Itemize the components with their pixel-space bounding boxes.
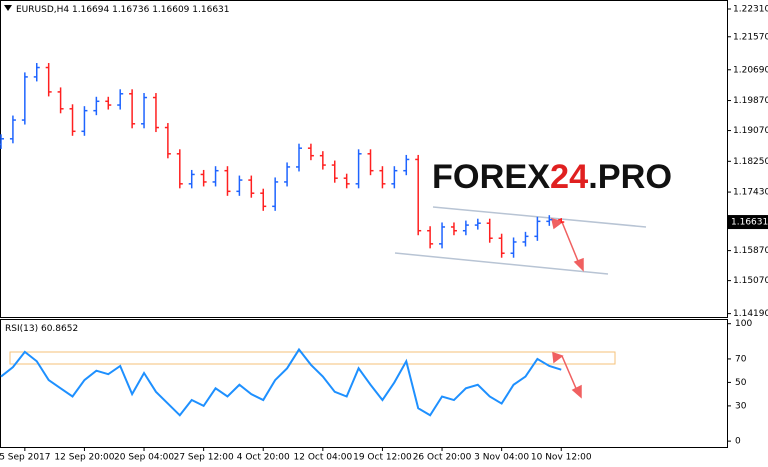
price-tag-label: 1.16631 — [731, 218, 768, 228]
rsi-line — [0, 347, 562, 417]
x-tick-label: 3 Nov 04:00 — [474, 453, 529, 463]
symbol: EURUSD,H4 1.16694 1.16736 1.16609 1.1663… — [16, 5, 230, 15]
rsi-tick-label: 30 — [735, 401, 747, 411]
price-tag — [728, 215, 768, 230]
rsi-zone — [9, 351, 616, 365]
x-tick-label: 27 Sep 12:00 — [174, 453, 234, 463]
y-tick-label: 1.17430 — [733, 188, 768, 198]
y-tick-label: 1.15070 — [733, 276, 768, 286]
rsi-tick-label: 70 — [735, 354, 747, 364]
x-tick-label: 4 Oct 20:00 — [237, 453, 290, 463]
ohlc-high: 1.16736 — [112, 5, 149, 15]
forecast-arrows — [550, 217, 584, 399]
price-panel — [0, 0, 728, 318]
channel-line — [432, 206, 647, 228]
y-tick-label: 1.20690 — [733, 65, 768, 75]
logo: FOREX24.PRO — [432, 158, 672, 196]
x-tick-label: 12 Sep 20:00 — [54, 453, 114, 463]
menu-icon — [4, 5, 12, 11]
ohlc-close: 1.16631 — [192, 5, 229, 15]
y-tick-label: 1.15870 — [733, 246, 768, 256]
x-tick-label: 26 Oct 20:00 — [413, 453, 472, 463]
logo-part: 24 — [550, 158, 588, 196]
rsi-title: RSI(13) 60.8652 — [5, 324, 78, 334]
y-tick-label: 1.19870 — [733, 96, 768, 106]
logo-part: .PRO — [588, 158, 672, 196]
channel-line — [394, 252, 609, 275]
y-tick-label: 1.22310 — [733, 5, 768, 15]
rsi-panel — [0, 319, 728, 448]
ohlc-open: 1.16694 — [72, 5, 109, 15]
x-tick-label: 19 Oct 12:00 — [353, 453, 412, 463]
symbol-name: EURUSD,H4 — [16, 5, 69, 15]
rsi-name: RSI(13) — [5, 324, 38, 334]
x-tick-label: 10 Nov 12:00 — [531, 453, 592, 463]
ohlc-low: 1.16609 — [152, 5, 189, 15]
rsi-tick-label: 100 — [735, 319, 752, 329]
y-tick-label: 1.21570 — [733, 32, 768, 42]
rsi-tick-label: 50 — [735, 378, 747, 388]
rsi-value: 60.8652 — [41, 324, 78, 334]
x-tick-label: 5 Sep 2017 — [0, 453, 51, 463]
logo-part: FOREX — [432, 158, 550, 196]
y-tick-label: 1.18250 — [733, 157, 768, 167]
x-tick-label: 12 Oct 04:00 — [294, 453, 353, 463]
y-tick-label: 1.14190 — [733, 309, 768, 319]
rsi-tick-label: 0 — [735, 437, 741, 447]
x-tick-label: 20 Sep 04:00 — [114, 453, 174, 463]
y-tick-label: 1.19070 — [733, 126, 768, 136]
